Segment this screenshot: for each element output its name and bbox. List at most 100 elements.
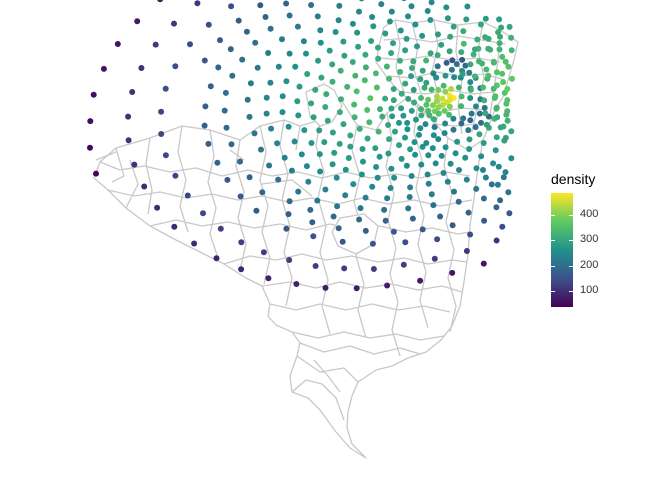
density-point	[318, 74, 325, 81]
density-point	[402, 134, 408, 141]
density-point	[458, 103, 465, 110]
density-point	[448, 86, 455, 92]
density-point	[171, 223, 178, 230]
density-point	[138, 65, 145, 71]
density-point	[283, 78, 290, 85]
density-point	[215, 64, 222, 71]
density-point	[369, 183, 376, 190]
density-point	[336, 140, 343, 147]
density-point	[283, 225, 290, 232]
density-point	[458, 93, 465, 100]
density-point	[481, 97, 488, 104]
density-point	[508, 128, 515, 135]
density-point	[499, 70, 506, 77]
density-point	[408, 73, 415, 80]
density-point	[439, 95, 446, 102]
density-point	[375, 55, 382, 62]
density-point	[336, 2, 343, 9]
density-point	[341, 265, 348, 272]
density-point	[454, 138, 461, 145]
density-point	[496, 16, 503, 23]
density-point	[435, 136, 442, 143]
density-point	[373, 164, 380, 170]
density-point	[390, 228, 397, 235]
density-point	[274, 140, 281, 147]
density-point	[332, 29, 339, 35]
density-point	[355, 43, 362, 50]
density-point	[405, 205, 412, 212]
density-point	[458, 49, 465, 56]
density-point	[493, 204, 500, 211]
density-point	[379, 113, 386, 120]
density-point	[464, 3, 471, 10]
density-point	[359, 0, 365, 2]
density-point	[235, 17, 242, 24]
density-point	[191, 240, 198, 247]
density-point	[465, 127, 472, 134]
density-point	[425, 107, 432, 114]
density-point	[408, 173, 415, 179]
density-point	[473, 165, 480, 172]
density-point	[482, 15, 489, 22]
density-point	[470, 51, 477, 58]
density-point	[238, 266, 245, 273]
density-point	[252, 39, 259, 46]
density-point	[303, 50, 309, 57]
density-point	[456, 167, 462, 173]
density-point	[440, 82, 447, 89]
density-point	[400, 261, 407, 268]
density-point	[331, 149, 338, 156]
density-point	[504, 97, 511, 104]
density-point	[246, 174, 253, 181]
density-point	[312, 263, 319, 269]
density-point	[438, 41, 445, 48]
density-point	[422, 121, 429, 128]
density-point	[283, 0, 290, 7]
density-point	[382, 95, 389, 102]
density-point	[466, 146, 473, 152]
density-point	[294, 98, 301, 105]
density-point	[268, 125, 275, 132]
density-point	[90, 91, 97, 98]
density-point	[345, 155, 352, 161]
density-point	[403, 162, 410, 169]
density-point	[228, 3, 235, 10]
density-point	[364, 135, 371, 142]
density-point	[205, 140, 212, 147]
density-point	[247, 80, 254, 87]
density-point	[262, 14, 269, 20]
density-point	[200, 210, 206, 217]
density-point	[423, 101, 430, 108]
density-point	[263, 94, 270, 101]
density-point	[341, 52, 348, 59]
density-point	[354, 29, 361, 36]
density-point	[239, 56, 246, 63]
density-point	[257, 2, 264, 9]
density-point	[335, 17, 342, 24]
density-point	[321, 139, 328, 146]
density-point	[288, 167, 295, 174]
density-point	[493, 82, 500, 89]
density-point	[423, 57, 430, 64]
density-point	[447, 160, 454, 167]
density-point	[359, 146, 366, 152]
density-point	[467, 79, 474, 86]
density-point	[430, 132, 437, 139]
density-point	[251, 130, 258, 137]
density-point	[466, 136, 473, 143]
density-point	[310, 114, 317, 121]
density-point	[172, 63, 179, 70]
density-point	[434, 52, 441, 59]
density-point	[383, 63, 390, 70]
density-point	[246, 113, 253, 120]
density-point	[467, 231, 474, 238]
density-point	[308, 100, 315, 107]
density-point	[390, 97, 397, 104]
density-point	[217, 225, 224, 232]
density-point	[403, 35, 410, 42]
density-point	[293, 281, 300, 287]
density-point	[482, 110, 489, 117]
density-point	[435, 31, 441, 38]
density-point	[237, 158, 243, 165]
density-point	[382, 30, 389, 37]
